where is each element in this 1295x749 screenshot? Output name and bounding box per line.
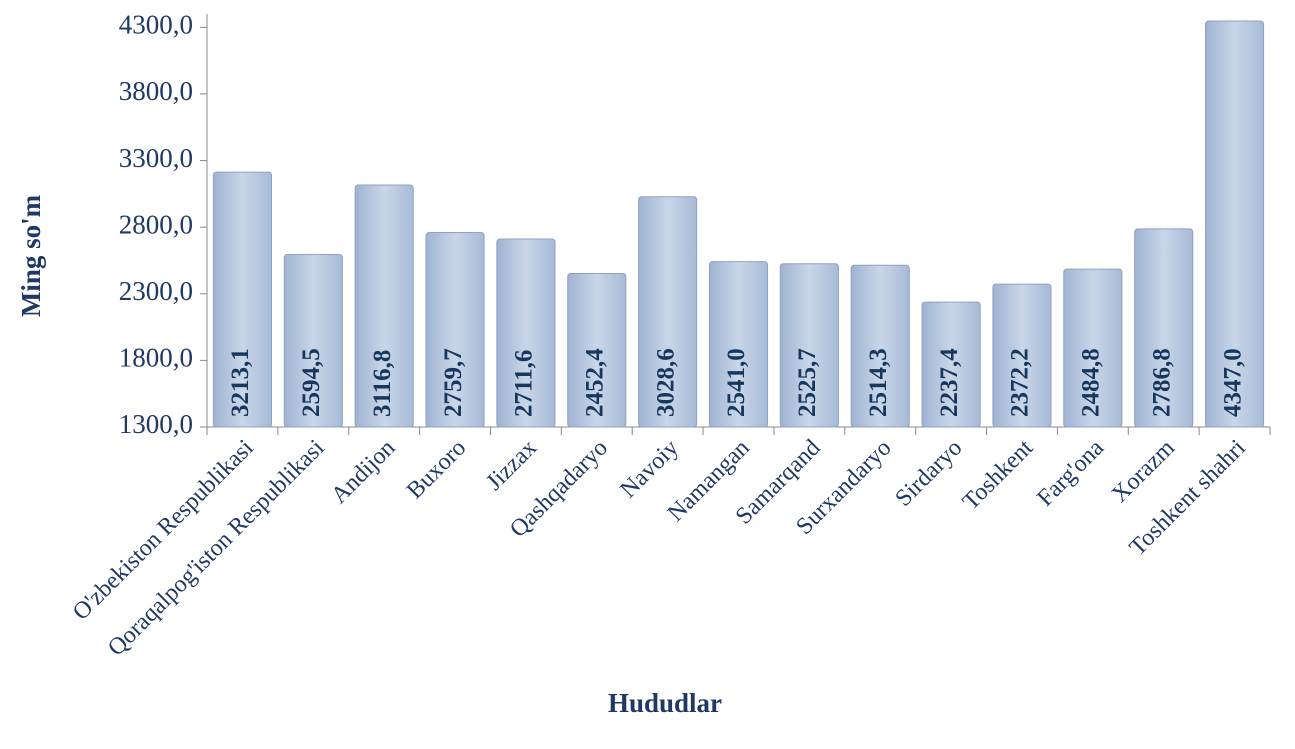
- value-label: 2594,5: [298, 348, 325, 417]
- value-label: 2786,8: [1148, 348, 1175, 417]
- value-label: 2759,7: [440, 348, 467, 417]
- value-label: 2525,7: [794, 348, 821, 417]
- bar: [1134, 228, 1194, 428]
- y-tick-label: 3300,0: [119, 143, 193, 173]
- value-label: 3028,6: [652, 348, 679, 417]
- bar: [1063, 268, 1123, 428]
- value-label: 3213,1: [227, 348, 254, 417]
- bar: [850, 264, 910, 428]
- x-tick-label: Toshkent: [958, 435, 1039, 516]
- bar: [567, 272, 627, 428]
- value-label: 2711,6: [511, 350, 538, 417]
- y-tick-label: 1800,0: [119, 343, 193, 373]
- bar: [496, 238, 556, 428]
- y-axis-title: Ming so'm: [16, 194, 46, 317]
- x-axis-title: Hududlar: [608, 688, 722, 718]
- bar: [992, 283, 1052, 428]
- value-label: 2372,2: [1007, 348, 1034, 417]
- value-label: 2514,3: [865, 348, 892, 417]
- x-tick-label: Andijon: [326, 435, 400, 509]
- bar: [638, 196, 698, 428]
- bar: [283, 254, 343, 428]
- y-tick-label: 1300,0: [119, 409, 193, 439]
- y-tick-label: 4300,0: [119, 10, 193, 40]
- value-label: 2452,4: [582, 348, 609, 417]
- bar: [425, 232, 485, 428]
- bar: [1205, 20, 1265, 428]
- x-tick-label: Jizzax: [481, 435, 542, 496]
- y-tick-label: 2800,0: [119, 209, 193, 239]
- value-label: 2237,4: [936, 348, 963, 417]
- y-tick-label: 3800,0: [119, 76, 193, 106]
- x-tick-label: Farg'ona: [1032, 435, 1109, 512]
- value-label: 2541,0: [723, 348, 750, 417]
- bar: [354, 184, 414, 428]
- x-tick-label: Buxoro: [402, 435, 471, 504]
- x-tick-label: Navoiy: [616, 435, 684, 503]
- bar: [708, 261, 769, 428]
- value-label: 3116,8: [369, 350, 396, 417]
- bar: [212, 171, 272, 428]
- x-tick-label: Sirdaryo: [891, 435, 968, 512]
- bar: [921, 301, 981, 428]
- bar: [779, 263, 839, 428]
- value-label: 4347,0: [1219, 348, 1246, 417]
- value-label: 2484,8: [1078, 348, 1105, 417]
- y-tick-label: 2300,0: [119, 276, 193, 306]
